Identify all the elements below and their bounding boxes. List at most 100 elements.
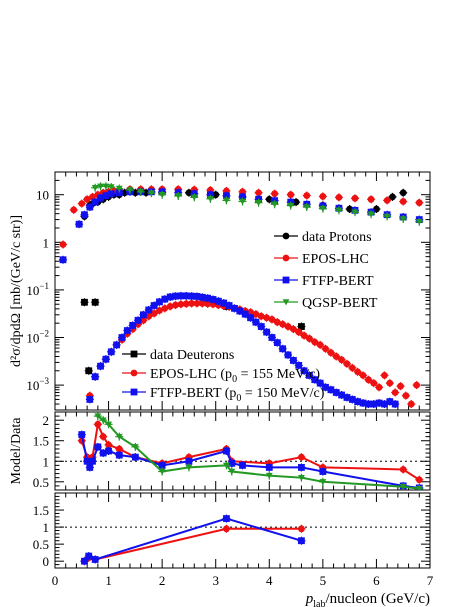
- data-point-data_deuterons: [298, 323, 305, 330]
- legend-label-data_deuterons: data Deuterons: [150, 348, 234, 363]
- data-point-qgsp_protons: [239, 198, 246, 205]
- data-point-ratio_ftfp: [78, 431, 86, 438]
- data-point-epos_deuterons: [348, 364, 356, 372]
- y-tick-label: 0.5: [33, 537, 49, 552]
- data-point-ratio_epos: [415, 476, 423, 484]
- data-point-ftfp_deuterons: [343, 394, 351, 401]
- data-point-ftfp_deuterons: [348, 396, 356, 403]
- data-point-ftfp_deuterons: [86, 396, 94, 403]
- data-point-epos_deuterons: [204, 300, 212, 308]
- data-point-epos_deuterons: [150, 310, 158, 317]
- data-point-ratio_qgsp: [223, 462, 230, 469]
- data-point-qgsp_protons: [190, 194, 198, 201]
- data-point-data_deuterons: [81, 298, 88, 306]
- data-point-ftfp_deuterons: [107, 348, 115, 356]
- data-point-ratio_d_ftfp: [298, 537, 305, 545]
- y-tick-label: 10−3: [26, 376, 49, 393]
- y-tick-label: 0.5: [33, 475, 49, 490]
- data-point-epos_protons: [70, 206, 78, 214]
- data-point-ftfp_deuterons: [220, 299, 228, 307]
- data-point-data_protons: [373, 205, 380, 213]
- data-point-ratio_epos: [298, 453, 305, 461]
- y-tick-label: 10: [36, 188, 49, 203]
- data-point-ftfp_protons: [75, 220, 83, 228]
- data-point-ftfp_deuterons: [231, 304, 238, 312]
- data-point-epos_deuterons: [198, 300, 206, 307]
- y-tick-label: 1.5: [33, 503, 49, 518]
- data-point-data_protons: [185, 189, 193, 197]
- data-point-epos_deuterons: [289, 325, 297, 333]
- data-point-epos_protons: [303, 192, 311, 199]
- data-point-ftfp_deuterons: [279, 345, 287, 353]
- data-point-data_protons: [121, 189, 129, 197]
- data-point-qgsp_protons: [415, 219, 423, 226]
- data-point-ftfp_deuterons: [375, 399, 383, 407]
- data-point-data_protons: [292, 198, 300, 206]
- y-tick-label: 10−1: [26, 281, 49, 298]
- data-point-ftfp_deuterons: [166, 293, 174, 301]
- data-point-epos_deuterons: [193, 300, 201, 307]
- data-point-ftfp_protons: [102, 192, 110, 200]
- data-point-epos_deuterons: [188, 300, 196, 307]
- x-tick-label: 7: [427, 573, 434, 588]
- legend-deuterons: data Deuterons EPOS-LHC (p0 = 155 MeV/c)F…: [122, 348, 325, 404]
- data-point-epos_deuterons: [268, 316, 276, 323]
- data-point-ftfp_deuterons: [214, 297, 222, 305]
- data-point-ftfp_deuterons: [225, 302, 233, 309]
- data-point-data_deuterons: [91, 298, 99, 306]
- data-point-ftfp_protons: [206, 191, 214, 199]
- data-point-epos_protons: [399, 198, 407, 205]
- data-point-ratio_qgsp: [399, 483, 407, 490]
- data-point-qgsp_protons: [399, 216, 407, 223]
- y-axis-label: Model/Data: [9, 417, 24, 485]
- data-point-ftfp_deuterons: [311, 376, 319, 384]
- data-point-ratio_qgsp: [415, 486, 423, 490]
- data-point-ftfp_protons: [223, 192, 230, 200]
- data-point-ratio_ftfp: [99, 449, 107, 457]
- data-point-ratio_qgsp: [298, 474, 305, 482]
- data-point-epos_deuterons: [322, 345, 329, 353]
- data-point-qgsp_protons: [97, 183, 104, 190]
- data-point-epos_deuterons: [332, 353, 340, 360]
- legend-marker-ftfp_protons: [282, 276, 290, 284]
- legend-protons: data Protons EPOS-LHC FTFP-BERT QGSP-BERT: [274, 230, 378, 311]
- data-point-qgsp_protons: [102, 183, 110, 190]
- data-point-ratio_ftfp: [319, 468, 327, 475]
- data-point-ftfp_deuterons: [113, 341, 121, 349]
- data-point-ftfp_deuterons: [381, 400, 388, 408]
- data-point-epos_deuterons: [413, 381, 421, 389]
- data-point-epos_deuterons: [177, 300, 185, 308]
- data-point-epos_protons: [351, 194, 359, 202]
- data-point-ratio_epos: [99, 433, 107, 441]
- legend-label-epos_protons: EPOS-LHC: [302, 252, 369, 267]
- x-tick-label: 4: [266, 573, 273, 588]
- data-point-qgsp_protons: [158, 191, 166, 199]
- ratio-line-ratio_d_epos: [83, 527, 302, 562]
- data-point-epos_deuterons: [386, 379, 394, 387]
- series-ratio_qgsp: [93, 412, 424, 490]
- ratio-panel-protons: 0.5 1 1.5 2 Model/Data: [9, 411, 431, 491]
- data-point-ftfp_protons: [239, 193, 246, 201]
- data-point-ratio_d_ftfp: [81, 557, 88, 565]
- data-point-ftfp_deuterons: [91, 373, 99, 381]
- data-point-ratio_ftfp: [115, 451, 123, 459]
- y-tick-label: 10−2: [26, 329, 49, 346]
- legend-label-ftfp_protons: FTFP-BERT: [302, 274, 374, 289]
- data-point-epos_protons: [335, 193, 343, 201]
- data-point-data_protons: [131, 189, 139, 197]
- data-point-ftfp_deuterons: [273, 339, 281, 347]
- data-point-data_protons: [142, 189, 150, 197]
- data-point-ratio_ftfp: [83, 457, 91, 465]
- data-point-qgsp_protons: [223, 197, 230, 204]
- y-tick-label: 1.5: [33, 434, 49, 449]
- y-tick-label: 2: [43, 413, 50, 428]
- data-point-qgsp_protons: [367, 211, 375, 218]
- data-point-epos_deuterons: [316, 341, 324, 349]
- data-point-ftfp_deuterons: [306, 371, 313, 379]
- data-point-ratio_d_ftfp: [91, 556, 99, 563]
- data-point-qgsp_protons: [255, 199, 262, 207]
- ratio-line-ratio_qgsp: [97, 415, 420, 490]
- data-point-epos_protons: [59, 241, 67, 248]
- data-point-ratio_qgsp: [115, 433, 123, 441]
